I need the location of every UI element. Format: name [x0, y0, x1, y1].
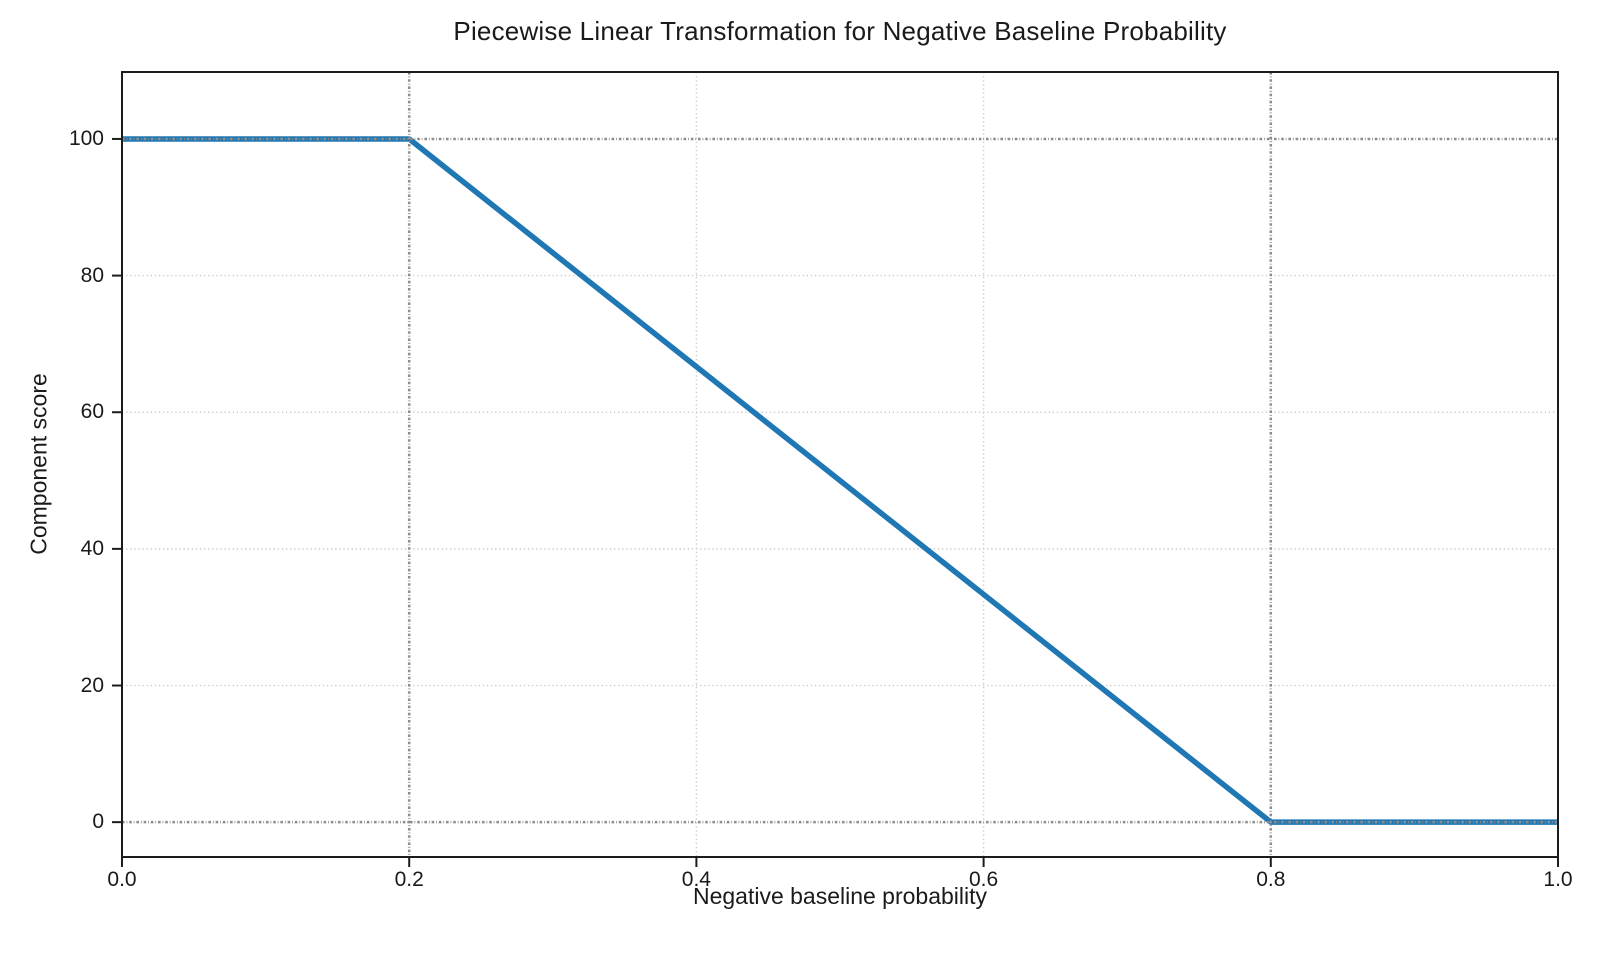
x-tick-label: 0.0 [107, 868, 137, 891]
series-line-component_score [122, 136, 1558, 825]
chart-title: Piecewise Linear Transformation for Nega… [453, 16, 1227, 46]
x-tick-label: 0.6 [968, 868, 999, 891]
y-tick-label: 100 [68, 126, 104, 150]
y-tick-label: 20 [80, 673, 104, 697]
plot-border [121, 71, 1559, 858]
x-tick-label: 0.8 [1256, 868, 1286, 891]
y-tick-label: 60 [80, 400, 104, 424]
y-tick-label: 40 [80, 536, 104, 560]
x-tick-label: 0.2 [394, 868, 424, 891]
y-tick-label: 0 [92, 810, 104, 834]
x-axis-label: Negative baseline probability [692, 883, 988, 909]
y-tick-label: 80 [80, 263, 104, 287]
x-tick-label: 0.4 [681, 868, 711, 891]
x-tick-label: 1.0 [1543, 868, 1573, 891]
